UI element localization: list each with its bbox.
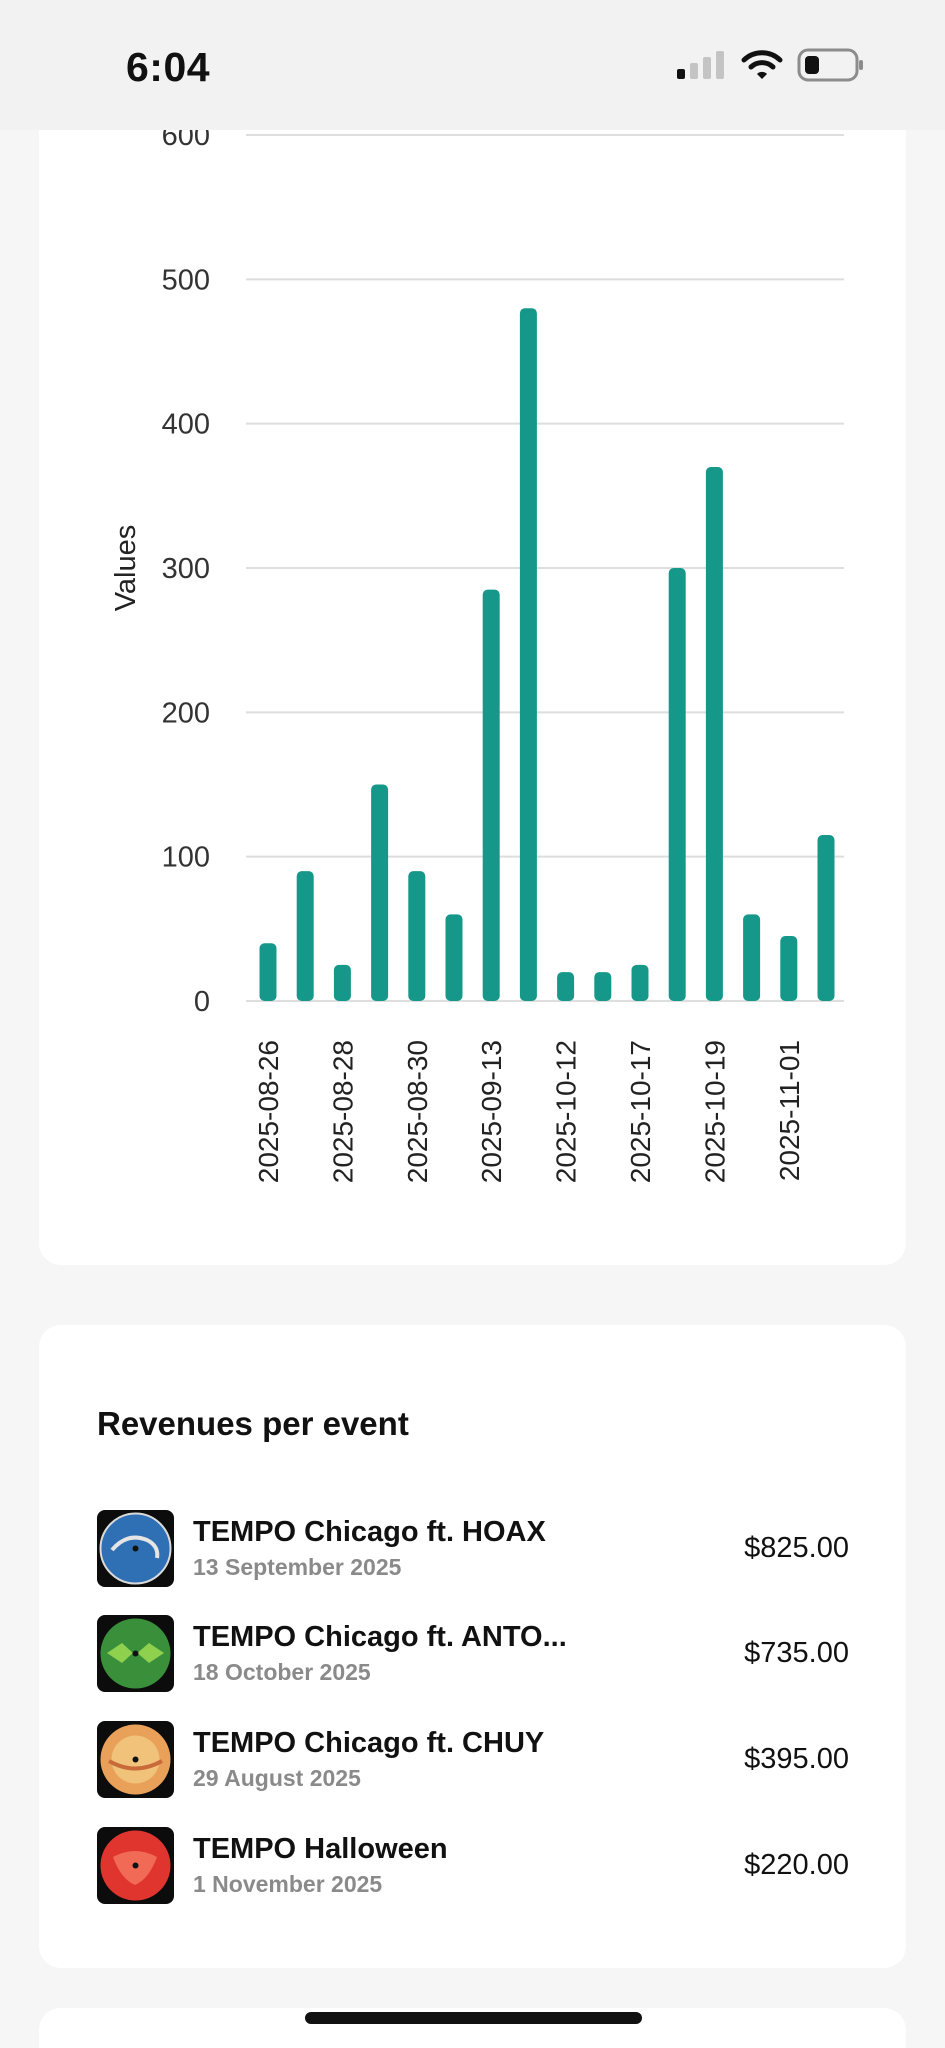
status-time: 6:04 bbox=[126, 44, 211, 90]
status-icons bbox=[675, 48, 865, 82]
event-name: TEMPO Chicago ft. HOAX bbox=[193, 1516, 546, 1548]
y-tick-label: 400 bbox=[162, 409, 210, 441]
x-tick-label: 2025-08-28 bbox=[327, 1040, 358, 1183]
event-row-hoax[interactable]: TEMPO Chicago ft. HOAX 13 September 2025… bbox=[97, 1510, 849, 1588]
bar bbox=[594, 972, 612, 1001]
event-row-halloween[interactable]: TEMPO Halloween 1 November 2025 $220.00 bbox=[97, 1827, 849, 1905]
x-tick-label: 2025-08-30 bbox=[402, 1040, 433, 1183]
event-date: 1 November 2025 bbox=[193, 1871, 383, 1897]
event-name: TEMPO Chicago ft. CHUY bbox=[193, 1727, 545, 1759]
x-tick-label: 2025-10-12 bbox=[551, 1040, 582, 1183]
battery-icon bbox=[797, 48, 863, 82]
event-name: TEMPO Halloween bbox=[193, 1833, 448, 1865]
event-row-chuy[interactable]: TEMPO Chicago ft. CHUY 29 August 2025 $3… bbox=[97, 1721, 849, 1799]
event-name: TEMPO Chicago ft. ANTO... bbox=[193, 1621, 567, 1653]
x-tick-label: 2025-10-17 bbox=[625, 1040, 656, 1183]
bar bbox=[445, 914, 463, 1001]
y-tick-label: 300 bbox=[162, 553, 210, 585]
x-tick-label: 2025-09-13 bbox=[476, 1040, 507, 1183]
event-thumbnail bbox=[97, 1827, 174, 1904]
y-tick-label: 200 bbox=[162, 697, 210, 729]
event-row-anto[interactable]: TEMPO Chicago ft. ANTO... 18 October 202… bbox=[97, 1615, 849, 1693]
bar bbox=[259, 943, 277, 1001]
event-date: 29 August 2025 bbox=[193, 1765, 361, 1791]
home-indicator bbox=[305, 2012, 642, 2024]
event-amount: $220.00 bbox=[744, 1849, 849, 1881]
bar bbox=[705, 466, 723, 1001]
wifi-icon bbox=[741, 50, 783, 79]
bar bbox=[296, 871, 314, 1001]
event-date: 18 October 2025 bbox=[193, 1659, 371, 1685]
event-thumbnail bbox=[97, 1510, 174, 1587]
status-bar: 6:04 bbox=[0, 0, 945, 130]
chart-card bbox=[39, 60, 906, 1265]
bar bbox=[371, 784, 389, 1001]
x-tick-label: 2025-08-26 bbox=[253, 1040, 284, 1183]
y-tick-label: 0 bbox=[194, 986, 210, 1018]
event-amount: $395.00 bbox=[744, 1743, 849, 1775]
revenues-card bbox=[39, 1325, 906, 1968]
bar bbox=[631, 964, 649, 1001]
event-thumbnail bbox=[97, 1615, 174, 1692]
cellular-signal-icon bbox=[677, 51, 724, 79]
bar bbox=[780, 936, 798, 1001]
bar bbox=[743, 914, 761, 1001]
bar bbox=[482, 589, 500, 1001]
x-tick-label: 2025-10-19 bbox=[699, 1040, 730, 1183]
revenues-title: Revenues per event bbox=[97, 1405, 409, 1442]
y-axis-label: Values bbox=[110, 525, 142, 612]
y-tick-label: 500 bbox=[162, 264, 210, 296]
bar bbox=[817, 835, 835, 1001]
bar bbox=[519, 308, 537, 1001]
x-tick-label: 2025-11-01 bbox=[774, 1040, 805, 1181]
bar bbox=[333, 964, 351, 1001]
event-date: 13 September 2025 bbox=[193, 1554, 402, 1580]
y-tick-label: 100 bbox=[162, 842, 210, 874]
event-amount: $825.00 bbox=[744, 1532, 849, 1564]
bar bbox=[408, 871, 426, 1001]
event-amount: $735.00 bbox=[744, 1637, 849, 1669]
event-thumbnail bbox=[97, 1721, 174, 1798]
bar bbox=[668, 568, 686, 1001]
bar bbox=[557, 972, 575, 1001]
